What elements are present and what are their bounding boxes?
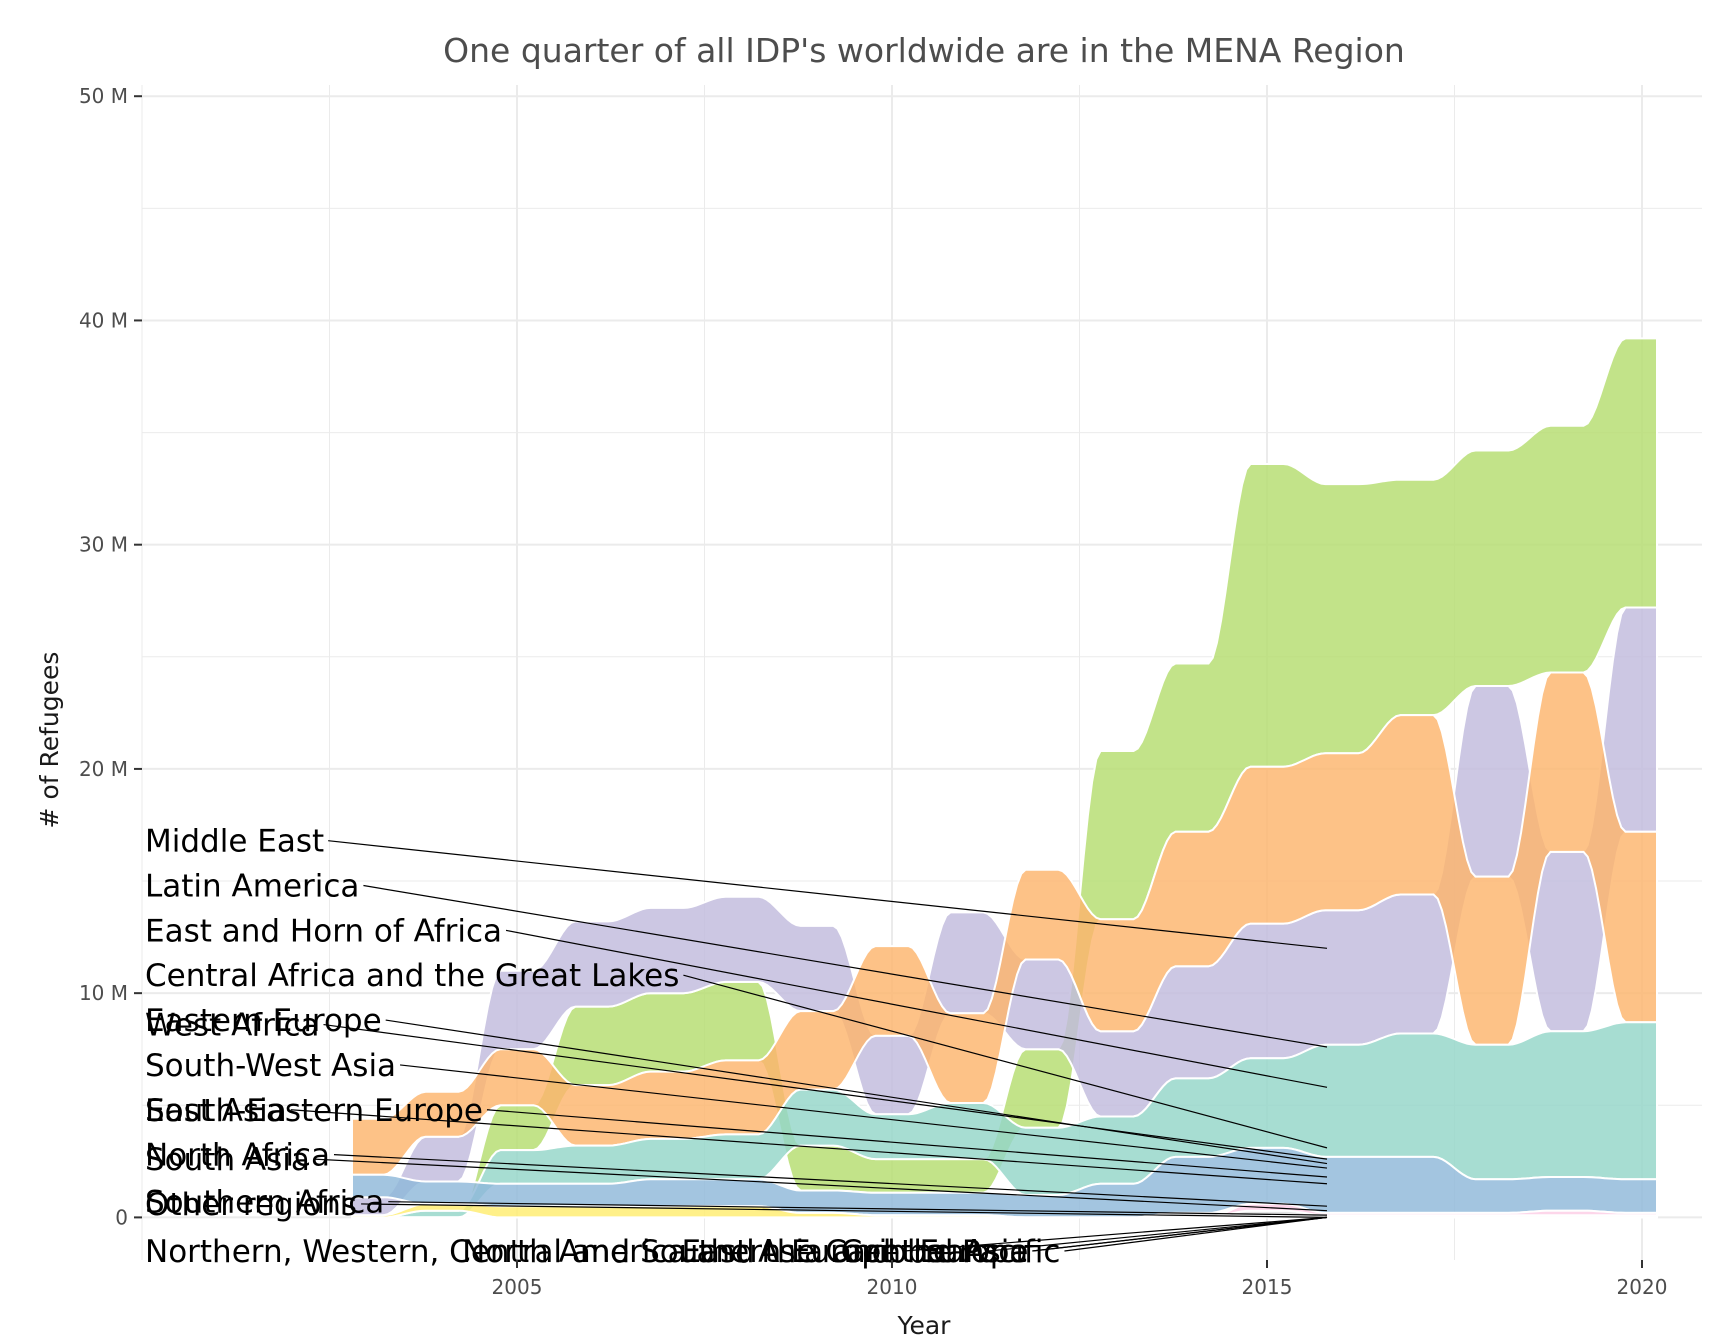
stream-south-asia — [351, 1202, 1657, 1219]
leader-south-asia — [313, 1158, 1328, 1212]
x-tick-label: 2005 — [492, 1275, 543, 1299]
x-tick-label: 2010 — [867, 1275, 918, 1299]
leader-south-west-asia — [399, 1064, 1328, 1169]
x-tick-label: 2015 — [1242, 1275, 1293, 1299]
label-south-asia: South Asia — [145, 1142, 310, 1178]
label-eastern-europe: Eastern Europe — [145, 1003, 382, 1039]
leader-east-asia-and-the-pacific — [1064, 1216, 1328, 1252]
label-latin-america: Latin America — [145, 869, 359, 905]
y-tick-label: 50 M — [79, 84, 128, 108]
leader-southern-africa — [388, 1201, 1328, 1216]
leader-europe — [1032, 1216, 1328, 1252]
label-other-regions: Other regions — [145, 1187, 357, 1223]
leader-central-africa-and-the-great-lakes — [683, 974, 1328, 1149]
stream-series — [351, 337, 1658, 1219]
label-south-eastern-europe: South-Eastern Europe — [145, 1093, 483, 1129]
x-tick-label: 2020 — [1617, 1275, 1668, 1299]
leader-west-africa — [323, 1023, 1328, 1160]
y-tick-label: 30 M — [79, 533, 128, 557]
chart-title: One quarter of all IDP's worldwide are i… — [443, 31, 1405, 70]
y-tick-label: 0 — [115, 1205, 128, 1229]
y-tick-label: 20 M — [79, 757, 128, 781]
y-axis-title: # of Refugees — [35, 652, 64, 829]
label-leaders — [290, 840, 1328, 1252]
label-east-asia: East Asia — [145, 1093, 287, 1129]
label-central-asia: Central Asia — [841, 1234, 1029, 1270]
y-tick-label: 40 M — [79, 308, 128, 332]
label-south-west-asia: South-West Asia — [145, 1048, 396, 1084]
label-europe: Europe — [919, 1234, 1028, 1270]
label-east-and-horn-of-africa: East and Horn of Africa — [145, 913, 502, 949]
x-axis: 2005 2010 2015 2020 — [492, 1260, 1668, 1299]
leader-east-asia — [290, 1109, 1328, 1185]
leader-eastern-europe — [385, 1019, 1328, 1165]
leader-north-america-and-the-caribbean — [988, 1216, 1328, 1252]
label-north-america-and-the-caribbean: North America and the Caribbean — [462, 1234, 984, 1270]
leader-east-and-horn-of-africa — [505, 929, 1328, 1088]
leader-other-regions — [361, 1203, 1328, 1218]
leader-latin-america — [363, 884, 1328, 1048]
label-central-africa-and-the-great-lakes: Central Africa and the Great Lakes — [145, 958, 679, 994]
label-northern-western-central-and-southern-europe: Northern, Western, Central and Southern … — [145, 1234, 900, 1270]
label-north-africa: North Africa — [145, 1138, 330, 1174]
x-axis-title: Year — [897, 1311, 952, 1340]
y-tick-label: 10 M — [79, 981, 128, 1005]
label-middle-east: Middle East — [145, 824, 324, 860]
y-axis: 0 10 M 20 M 30 M 40 M 50 M — [79, 84, 142, 1229]
leader-north-africa — [333, 1154, 1328, 1207]
stream-central-africa-and-the-great-lakes — [352, 1021, 1658, 1219]
leader-northern-western-central-and-southern-europe — [903, 1216, 1328, 1252]
leader-middle-east — [328, 840, 1328, 949]
series-labels: Middle East Latin America East and Horn of… — [145, 824, 1060, 1270]
leader-south-eastern-europe — [486, 1109, 1328, 1178]
label-east-asia-and-the-pacific: East Asia and the Pacific — [681, 1234, 1060, 1270]
label-southern-africa: Southern Africa — [145, 1185, 384, 1221]
label-west-africa: West Africa — [145, 1008, 319, 1044]
